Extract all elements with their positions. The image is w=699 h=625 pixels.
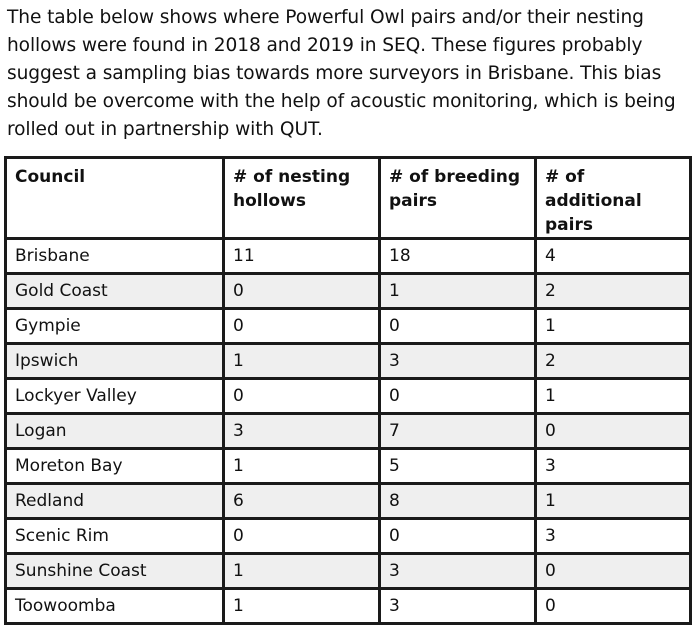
cell-additional-pairs: 1 bbox=[534, 377, 692, 415]
cell-council: Moreton Bay bbox=[4, 447, 225, 485]
cell-breeding-pairs: 3 bbox=[378, 552, 537, 590]
table-row: Sunshine Coast 1 3 0 bbox=[4, 552, 692, 590]
cell-council: Scenic Rim bbox=[4, 517, 225, 555]
owl-nesting-table-container: Council # of nesting hollows # of breedi… bbox=[4, 156, 692, 625]
cell-nesting-hollows: 1 bbox=[222, 587, 381, 625]
cell-additional-pairs: 0 bbox=[534, 552, 692, 590]
cell-nesting-hollows: 0 bbox=[222, 272, 381, 310]
cell-council: Brisbane bbox=[4, 237, 225, 275]
cell-breeding-pairs: 7 bbox=[378, 412, 537, 450]
header-additional-pairs: # of additional pairs bbox=[534, 156, 692, 240]
cell-additional-pairs: 3 bbox=[534, 447, 692, 485]
table-row: Toowoomba 1 3 0 bbox=[4, 587, 692, 625]
cell-nesting-hollows: 0 bbox=[222, 517, 381, 555]
table-row: Gold Coast 0 1 2 bbox=[4, 272, 692, 310]
cell-breeding-pairs: 18 bbox=[378, 237, 537, 275]
cell-breeding-pairs: 0 bbox=[378, 307, 537, 345]
cell-council: Sunshine Coast bbox=[4, 552, 225, 590]
cell-breeding-pairs: 3 bbox=[378, 342, 537, 380]
cell-nesting-hollows: 6 bbox=[222, 482, 381, 520]
header-council: Council bbox=[4, 156, 225, 240]
cell-council: Gympie bbox=[4, 307, 225, 345]
cell-council: Lockyer Valley bbox=[4, 377, 225, 415]
cell-breeding-pairs: 0 bbox=[378, 517, 537, 555]
cell-nesting-hollows: 1 bbox=[222, 342, 381, 380]
cell-nesting-hollows: 11 bbox=[222, 237, 381, 275]
cell-breeding-pairs: 3 bbox=[378, 587, 537, 625]
header-breeding-pairs: # of breeding pairs bbox=[378, 156, 537, 240]
table-header-row: Council # of nesting hollows # of breedi… bbox=[4, 156, 692, 240]
cell-additional-pairs: 0 bbox=[534, 587, 692, 625]
table-row: Brisbane 11 18 4 bbox=[4, 237, 692, 275]
cell-breeding-pairs: 0 bbox=[378, 377, 537, 415]
table-row: Scenic Rim 0 0 3 bbox=[4, 517, 692, 555]
cell-breeding-pairs: 1 bbox=[378, 272, 537, 310]
cell-nesting-hollows: 1 bbox=[222, 447, 381, 485]
cell-breeding-pairs: 5 bbox=[378, 447, 537, 485]
intro-paragraph: The table below shows where Powerful Owl… bbox=[7, 7, 676, 140]
table-row: Gympie 0 0 1 bbox=[4, 307, 692, 345]
cell-additional-pairs: 2 bbox=[534, 342, 692, 380]
owl-nesting-table: Council # of nesting hollows # of breedi… bbox=[4, 156, 692, 625]
cell-council: Redland bbox=[4, 482, 225, 520]
table-row: Ipswich 1 3 2 bbox=[4, 342, 692, 380]
header-nesting-hollows: # of nesting hollows bbox=[222, 156, 381, 240]
table-row: Moreton Bay 1 5 3 bbox=[4, 447, 692, 485]
cell-additional-pairs: 4 bbox=[534, 237, 692, 275]
cell-additional-pairs: 0 bbox=[534, 412, 692, 450]
cell-nesting-hollows: 1 bbox=[222, 552, 381, 590]
cell-breeding-pairs: 8 bbox=[378, 482, 537, 520]
cell-council: Logan bbox=[4, 412, 225, 450]
table-row: Redland 6 8 1 bbox=[4, 482, 692, 520]
cell-council: Toowoomba bbox=[4, 587, 225, 625]
table-row: Logan 3 7 0 bbox=[4, 412, 692, 450]
cell-nesting-hollows: 0 bbox=[222, 377, 381, 415]
cell-additional-pairs: 1 bbox=[534, 307, 692, 345]
cell-council: Gold Coast bbox=[4, 272, 225, 310]
cell-council: Ipswich bbox=[4, 342, 225, 380]
cell-nesting-hollows: 0 bbox=[222, 307, 381, 345]
cell-additional-pairs: 1 bbox=[534, 482, 692, 520]
cell-nesting-hollows: 3 bbox=[222, 412, 381, 450]
cell-additional-pairs: 2 bbox=[534, 272, 692, 310]
cell-additional-pairs: 3 bbox=[534, 517, 692, 555]
table-row: Lockyer Valley 0 0 1 bbox=[4, 377, 692, 415]
